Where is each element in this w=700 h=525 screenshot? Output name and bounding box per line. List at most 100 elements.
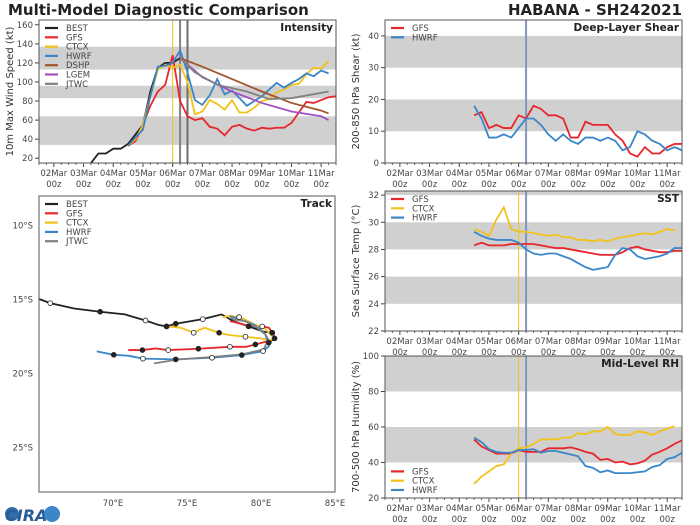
- y-axis-label: 200-850 hPa Shear (kt): [351, 33, 362, 149]
- x-tick-label: 00z: [314, 180, 330, 190]
- logo-text: CIRA: [5, 506, 47, 525]
- track-marker: [260, 348, 266, 354]
- x-tick-label: 00z: [511, 515, 527, 525]
- legend-label-gfs: GFS: [412, 195, 429, 205]
- x-tick-label: 06Mar: [505, 337, 532, 347]
- storm-id: HABANA - SH242021: [508, 1, 682, 19]
- logo-globe-icon: [5, 507, 19, 521]
- panel-title: SST: [657, 193, 680, 205]
- lon-tick-label: 85°E: [325, 499, 345, 509]
- x-tick-label: 07Mar: [535, 337, 562, 347]
- series-line-hwrf: [473, 105, 682, 152]
- legend-label-hwrf: HWRF: [66, 52, 92, 62]
- track-marker: [242, 333, 249, 340]
- x-tick-label: 00z: [284, 180, 300, 190]
- track-marker: [110, 352, 117, 358]
- x-tick-label: 05Mar: [476, 337, 503, 347]
- track-marker: [172, 356, 179, 363]
- x-tick-label: 00z: [452, 180, 468, 190]
- x-tick-label: 04Mar: [100, 169, 127, 179]
- x-tick-label: 00z: [541, 180, 557, 190]
- x-tick-label: 00z: [630, 348, 646, 358]
- track-marker: [238, 352, 245, 358]
- track-marker: [163, 323, 170, 330]
- x-tick-label: 11Mar: [654, 169, 681, 179]
- x-tick-label: 00z: [254, 180, 270, 190]
- lat-tick-label: 10°S: [13, 222, 33, 232]
- x-tick-label: 02Mar: [386, 337, 413, 347]
- x-tick-label: 00z: [630, 515, 646, 525]
- lon-tick-label: 70°E: [103, 499, 123, 509]
- x-tick-label: 00z: [570, 180, 586, 190]
- legend-label-best: BEST: [66, 24, 89, 34]
- series-line-ctcx: [473, 425, 675, 485]
- y-tick-label: 20: [22, 154, 33, 164]
- x-tick-label: 04Mar: [446, 337, 473, 347]
- track-marker: [209, 354, 215, 361]
- series-line-hwrf: [473, 230, 682, 271]
- x-tick-label: 00z: [481, 515, 497, 525]
- x-tick-label: 02Mar: [386, 169, 413, 179]
- y-tick-label: 160: [17, 21, 33, 31]
- x-tick-label: 08Mar: [219, 169, 246, 179]
- y-tick-label: 30: [368, 64, 379, 74]
- series-line-dshp: [179, 57, 329, 115]
- legend-label-ctcx: CTCX: [66, 43, 89, 53]
- track-marker: [142, 317, 149, 324]
- x-tick-label: 07Mar: [535, 504, 562, 514]
- track-marker: [139, 347, 146, 353]
- x-tick-label: 05Mar: [476, 504, 503, 514]
- track-marker: [271, 335, 278, 342]
- legend-label-jtwc: JTWC: [65, 80, 88, 90]
- plot-frame: [384, 19, 683, 164]
- y-tick-label: 24: [368, 300, 379, 310]
- x-tick-label: 09Mar: [248, 169, 275, 179]
- y-tick-label: 30: [368, 218, 379, 228]
- x-tick-label: 06Mar: [159, 169, 186, 179]
- x-tick-label: 11Mar: [308, 169, 335, 179]
- plot-frame: [384, 190, 683, 332]
- panel-title: Intensity: [280, 22, 333, 34]
- figure-title: Multi-Model Diagnostic Comparison: [8, 1, 309, 19]
- x-tick-label: 00z: [511, 180, 527, 190]
- y-tick-label: 32: [368, 191, 379, 201]
- legend-label-lgem: LGEM: [66, 71, 90, 81]
- y-tick-label: 10: [368, 127, 379, 137]
- x-tick-label: 00z: [106, 180, 122, 190]
- track-marker: [216, 329, 222, 336]
- x-tick-label: 10Mar: [624, 169, 651, 179]
- x-tick-label: 00z: [452, 515, 468, 525]
- shaded-band: [385, 222, 682, 250]
- x-tick-label: 00z: [541, 348, 557, 358]
- x-tick-label: 09Mar: [594, 504, 621, 514]
- x-tick-label: 10Mar: [624, 504, 651, 514]
- track-marker: [47, 300, 54, 306]
- panel-track: 10°S 15°S 20°S 25°S 70°E 75°E 80°E 85°E Track BES…: [13, 195, 345, 509]
- x-tick-label: 00z: [46, 180, 62, 190]
- shaded-band: [385, 191, 682, 196]
- legend-label-dshp: DSHP: [66, 61, 89, 71]
- x-tick-label: 00z: [600, 515, 616, 525]
- x-tick-label: 00z: [570, 348, 586, 358]
- x-tick-label: 07Mar: [189, 169, 216, 179]
- x-tick-label: 08Mar: [565, 337, 592, 347]
- x-tick-label: 00z: [481, 348, 497, 358]
- x-tick-label: 10Mar: [278, 169, 305, 179]
- x-tick-label: 00z: [660, 180, 676, 190]
- track-marker: [269, 329, 276, 336]
- shaded-band: [385, 356, 682, 392]
- legend-label-ctcx: CTCX: [412, 477, 435, 487]
- lat-tick-label: 20°S: [13, 370, 33, 380]
- track-marker: [227, 344, 233, 350]
- track-marker: [140, 355, 146, 362]
- x-tick-label: 07Mar: [535, 169, 562, 179]
- x-tick-label: 00z: [600, 180, 616, 190]
- y-tick-label: 100: [17, 78, 33, 88]
- x-tick-label: 04Mar: [446, 169, 473, 179]
- y-tick-label: 20: [368, 95, 379, 105]
